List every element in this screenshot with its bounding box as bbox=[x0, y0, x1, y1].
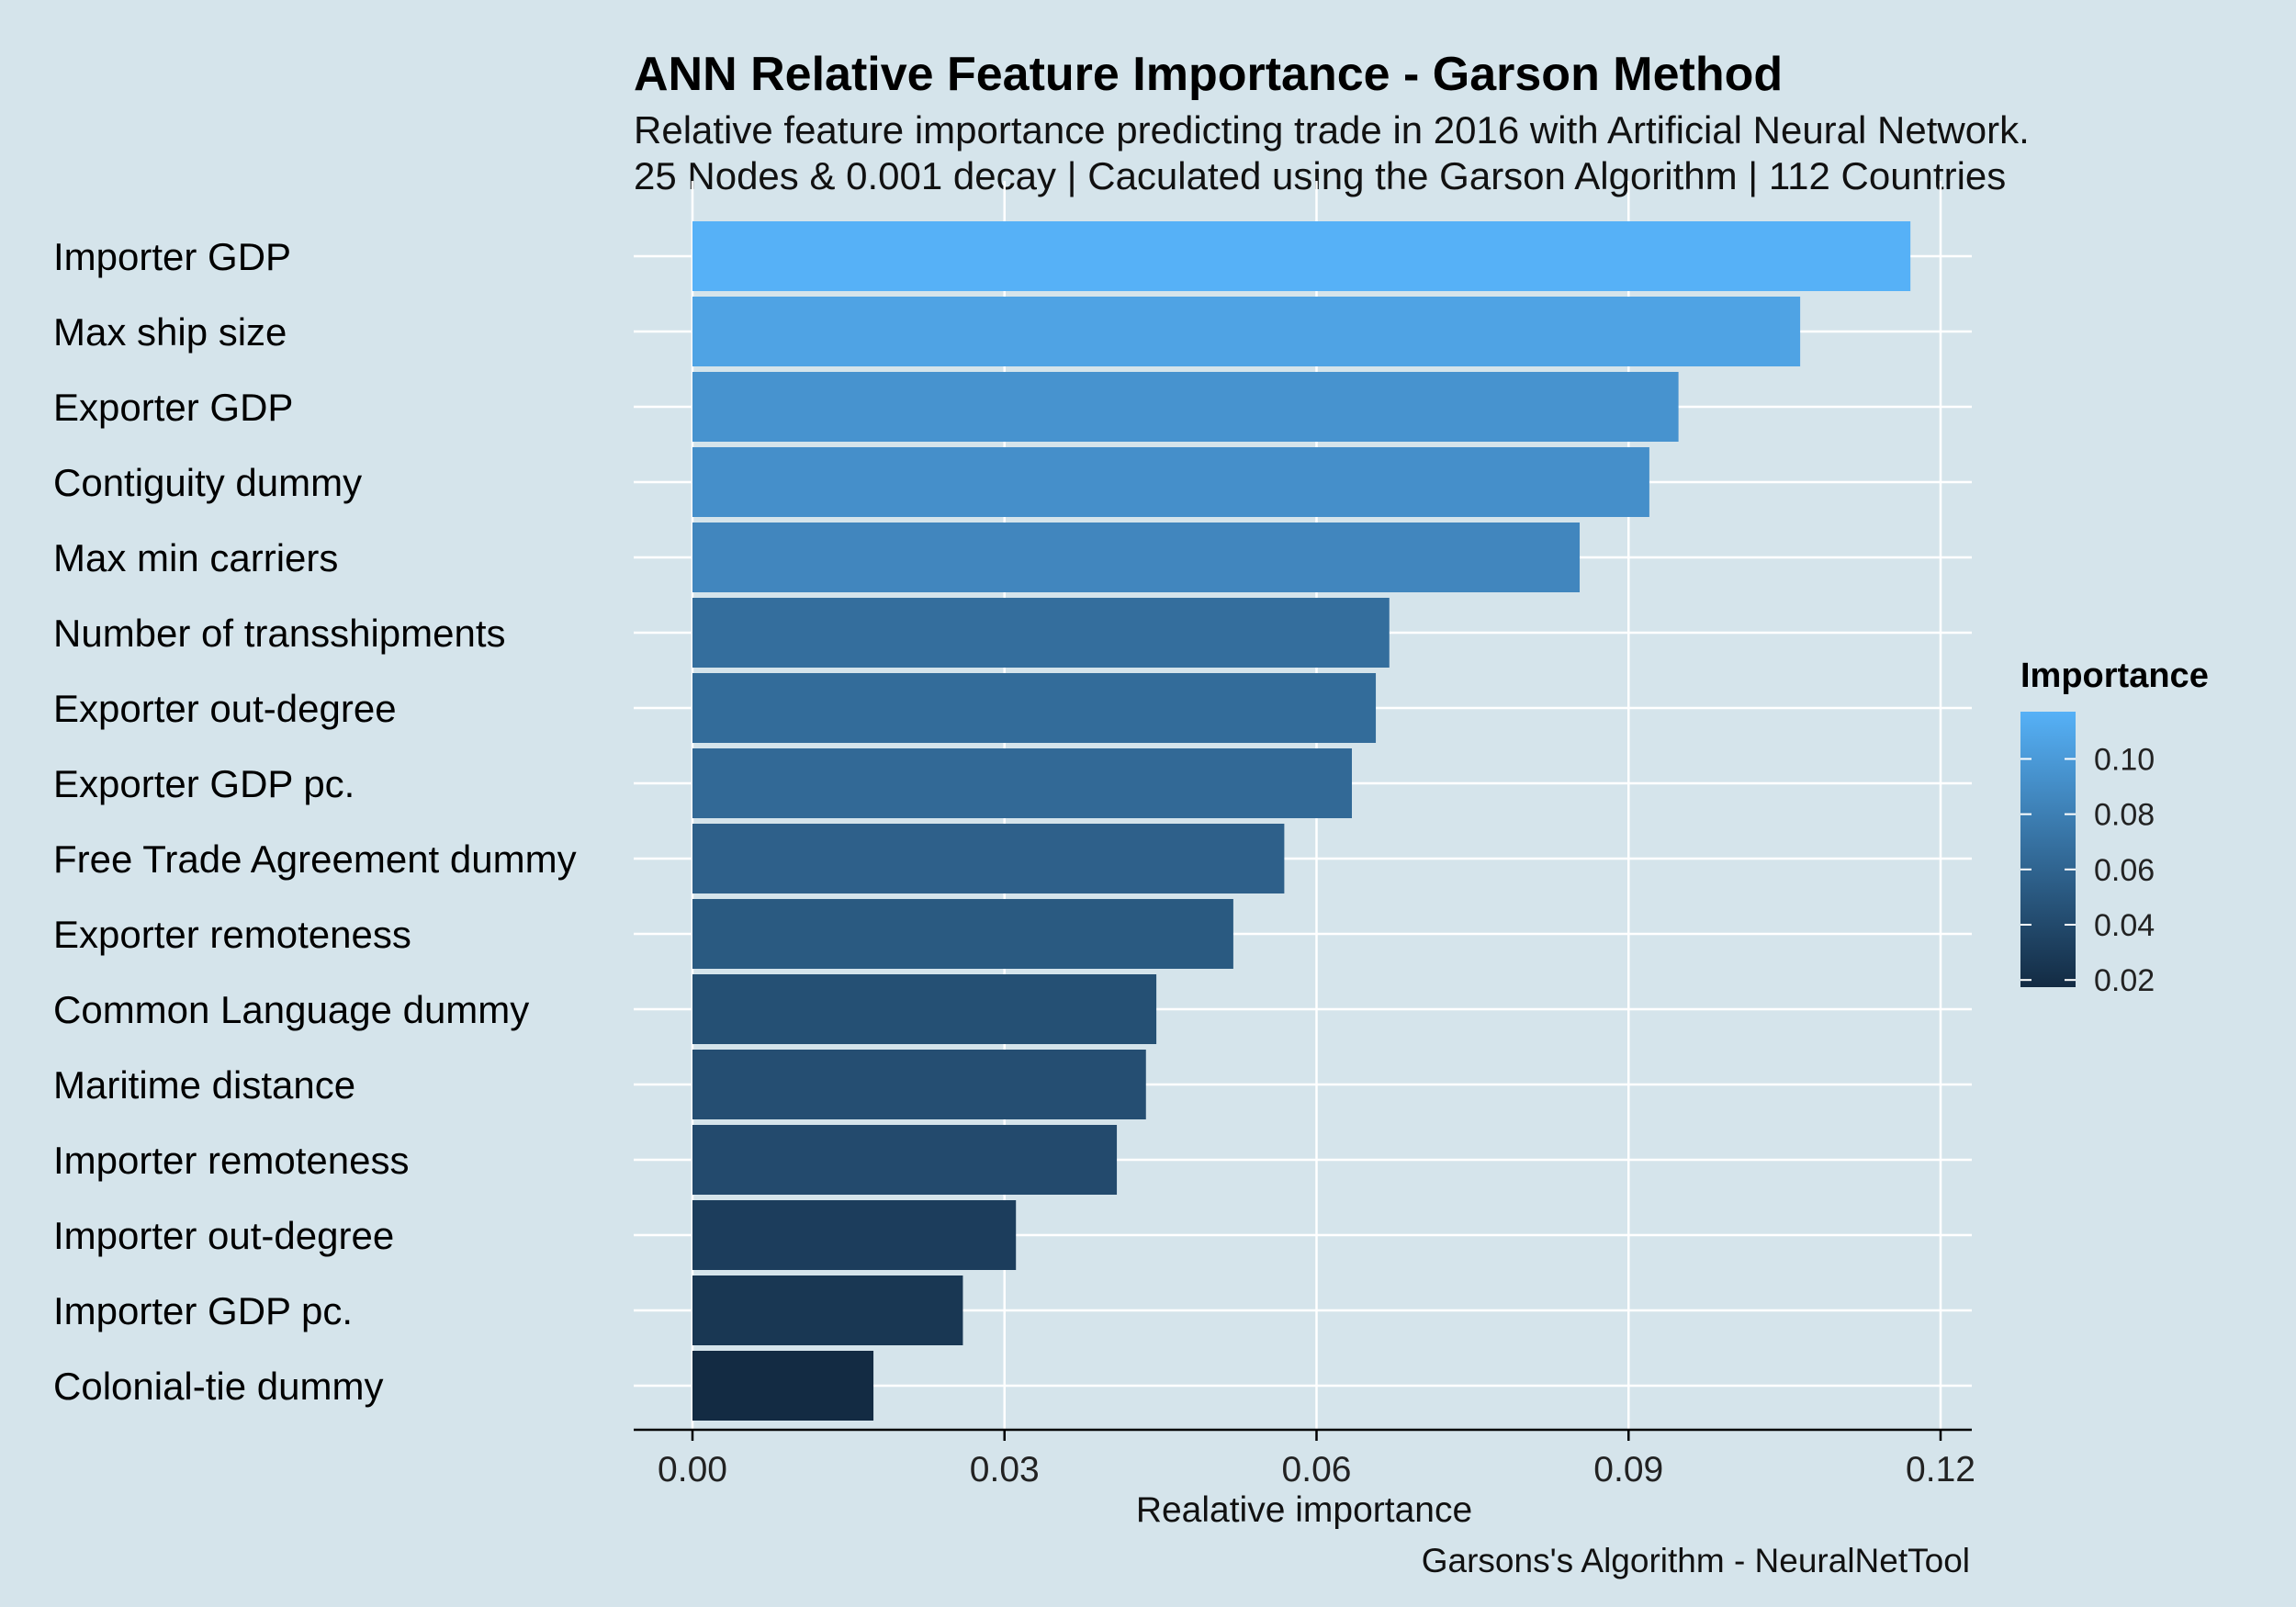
bar-5 bbox=[692, 598, 1390, 668]
category-label-1: Max ship size bbox=[53, 310, 287, 354]
bar-15 bbox=[692, 1351, 874, 1421]
bar-4 bbox=[692, 523, 1581, 592]
category-label-2: Exporter GDP bbox=[53, 386, 293, 429]
bars bbox=[692, 221, 1911, 1421]
category-label-9: Exporter remoteness bbox=[53, 913, 411, 956]
category-label-8: Free Trade Agreement dummy bbox=[53, 837, 577, 881]
bar-2 bbox=[692, 372, 1679, 442]
category-label-10: Common Language dummy bbox=[53, 988, 529, 1031]
x-tick-label-2: 0.06 bbox=[1282, 1450, 1352, 1489]
legend-tick-label-0: 0.02 bbox=[2094, 963, 2155, 998]
category-label-13: Importer out-degree bbox=[53, 1214, 394, 1257]
x-axis-title: Realative importance bbox=[1136, 1490, 1472, 1530]
legend-tick-label-1: 0.04 bbox=[2094, 908, 2155, 943]
chart-subtitle-line-2: 25 Nodes & 0.001 decay | Caculated using… bbox=[634, 154, 2006, 197]
x-tick-label-4: 0.12 bbox=[1906, 1450, 1975, 1489]
category-label-6: Exporter out-degree bbox=[53, 687, 397, 730]
chart-title: ANN Relative Feature Importance - Garson… bbox=[634, 48, 1783, 101]
bar-6 bbox=[692, 673, 1377, 743]
color-legend: Importance 0.02 0.04 0.06 0.08 0.10 bbox=[2020, 657, 2209, 998]
category-label-3: Contiguity dummy bbox=[53, 461, 362, 504]
legend-tick-label-3: 0.08 bbox=[2094, 798, 2155, 833]
bar-10 bbox=[692, 974, 1157, 1044]
bar-7 bbox=[692, 748, 1353, 818]
category-label-14: Importer GDP pc. bbox=[53, 1289, 353, 1332]
bar-1 bbox=[692, 297, 1801, 366]
x-tick-label-0: 0.00 bbox=[658, 1450, 727, 1489]
x-tick-label-1: 0.03 bbox=[970, 1450, 1040, 1489]
chart-subtitle-line-1: Relative feature importance predicting t… bbox=[634, 108, 2030, 152]
category-label-0: Importer GDP bbox=[53, 235, 291, 278]
legend-tick-label-2: 0.06 bbox=[2094, 853, 2155, 888]
bar-9 bbox=[692, 899, 1233, 969]
category-label-5: Number of transshipments bbox=[53, 612, 506, 655]
category-label-4: Max min carriers bbox=[53, 536, 338, 579]
bar-8 bbox=[692, 824, 1285, 893]
legend-ticks: 0.02 0.04 0.06 0.08 0.10 bbox=[2020, 742, 2155, 998]
bar-14 bbox=[692, 1275, 963, 1345]
category-label-11: Maritime distance bbox=[53, 1063, 355, 1107]
bar-13 bbox=[692, 1200, 1017, 1270]
category-label-15: Colonial-tie dummy bbox=[53, 1365, 383, 1408]
bar-12 bbox=[692, 1125, 1118, 1195]
legend-title: Importance bbox=[2020, 657, 2209, 695]
category-label-12: Importer remoteness bbox=[53, 1139, 409, 1182]
x-axis-ticks: 0.00 0.03 0.06 0.09 0.12 bbox=[658, 1430, 1975, 1489]
legend-colorbar bbox=[2020, 712, 2076, 987]
category-labels: Importer GDP Max ship size Exporter GDP Con… bbox=[53, 235, 577, 1408]
bar-11 bbox=[692, 1050, 1146, 1119]
legend-tick-label-4: 0.10 bbox=[2094, 742, 2155, 777]
x-tick-label-3: 0.09 bbox=[1593, 1450, 1663, 1489]
chart-caption: Garsons's Algorithm - NeuralNetTool bbox=[1422, 1542, 1970, 1579]
bar-3 bbox=[692, 447, 1649, 517]
bar-0 bbox=[692, 221, 1911, 291]
category-label-7: Exporter GDP pc. bbox=[53, 762, 355, 805]
